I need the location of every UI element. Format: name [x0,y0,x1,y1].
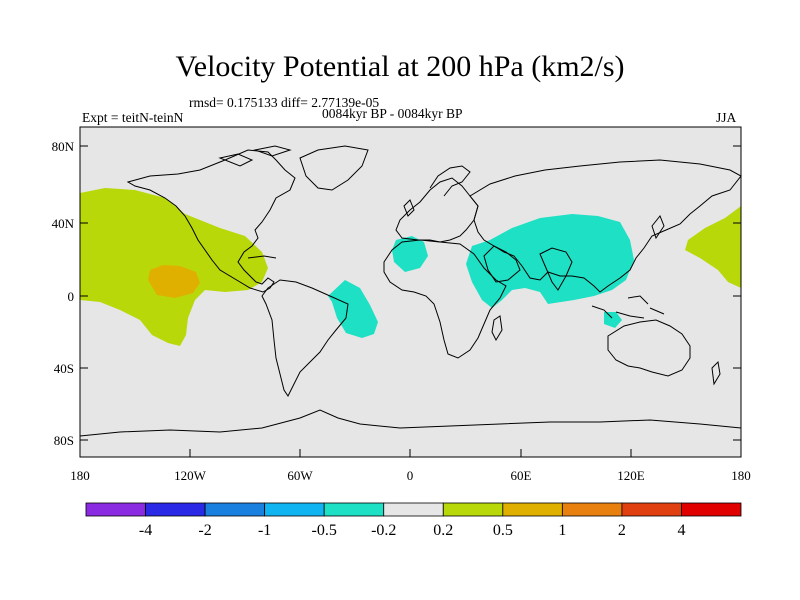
coast-india [539,247,573,291]
colorbar-swatch [561,502,623,517]
colorbar-swatch [383,502,444,517]
xlabel-0: 0 [407,468,414,483]
coast-antarctica [79,409,742,437]
coast-scandinavia [429,165,471,197]
colorbar-label: 2 [618,522,626,539]
colorbar-swatch [323,502,385,517]
colorbar-label: 0.2 [433,522,453,539]
coast-greenland [299,145,369,191]
ylabel-80n: 80N [52,139,75,154]
coast-japan [651,215,665,240]
colorbar-label: -1 [258,522,271,539]
coast-caribbean [247,255,277,259]
xlabel-180-right: 180 [731,468,751,483]
colorbar-swatch [145,502,206,517]
coast-north-america [126,149,296,293]
stats-text: rmsd= 0.175133 diff= 2.77139e-05 [189,95,380,110]
period-label: 0084kyr BP - 0084kyr BP [322,106,463,121]
colorbar-swatch [264,502,325,517]
xlabel-120e: 120E [617,468,645,483]
coast-australia [607,319,691,377]
xlabel-60e: 60E [511,468,532,483]
colorbar-label: -0.5 [312,522,337,539]
experiment-label: Expt = teitN-teinN [82,110,184,125]
xlabel-120w: 120W [174,468,207,483]
west-pacific-positive-region [685,206,741,288]
colorbar-swatch [681,502,742,517]
ylabel-80s: 80S [54,433,74,448]
ylabel-0: 0 [68,289,75,304]
pacific-core-region [148,265,200,298]
colorbar-swatch [502,502,563,517]
coast-indonesia [591,295,665,319]
coast-africa [383,239,507,359]
coast-new-zealand [711,360,721,386]
colorbar-swatch [85,502,146,517]
xlabel-180-left: 180 [70,468,90,483]
colorbar-label: -0.2 [371,522,396,539]
anomaly-fills [80,188,741,346]
maritime-negative-region [604,312,622,328]
colorbar-swatch [442,502,504,517]
africa-negative-region [392,236,428,272]
colorbar-label: -4 [139,522,152,539]
colorbar-swatch [204,502,266,517]
atlantic-negative-region [328,280,378,338]
map-title: Velocity Potential at 200 hPa (km2/s) [175,50,625,83]
colorbar-label: 4 [677,522,685,539]
coast-arabia [483,245,521,283]
coast-south-america [261,279,349,397]
coast-madagascar [491,315,503,342]
coastlines [79,145,742,437]
coast-uk [403,199,415,217]
xlabel-60w: 60W [287,468,313,483]
season-label: JJA [716,110,737,125]
colorbar-label: 1 [558,522,566,539]
axis-ticks [80,145,741,457]
ylabel-40n: 40N [52,216,75,231]
coast-arctic-islands [218,145,292,167]
colorbar-label: -2 [198,522,211,539]
ylabel-40s: 40S [54,361,74,376]
colorbar-swatch [621,502,682,517]
colorbar-label: 0.5 [493,522,513,539]
colorbar: -4 -2 -1 -0.5 -0.2 0.2 0.5 1 2 4 [85,502,742,539]
